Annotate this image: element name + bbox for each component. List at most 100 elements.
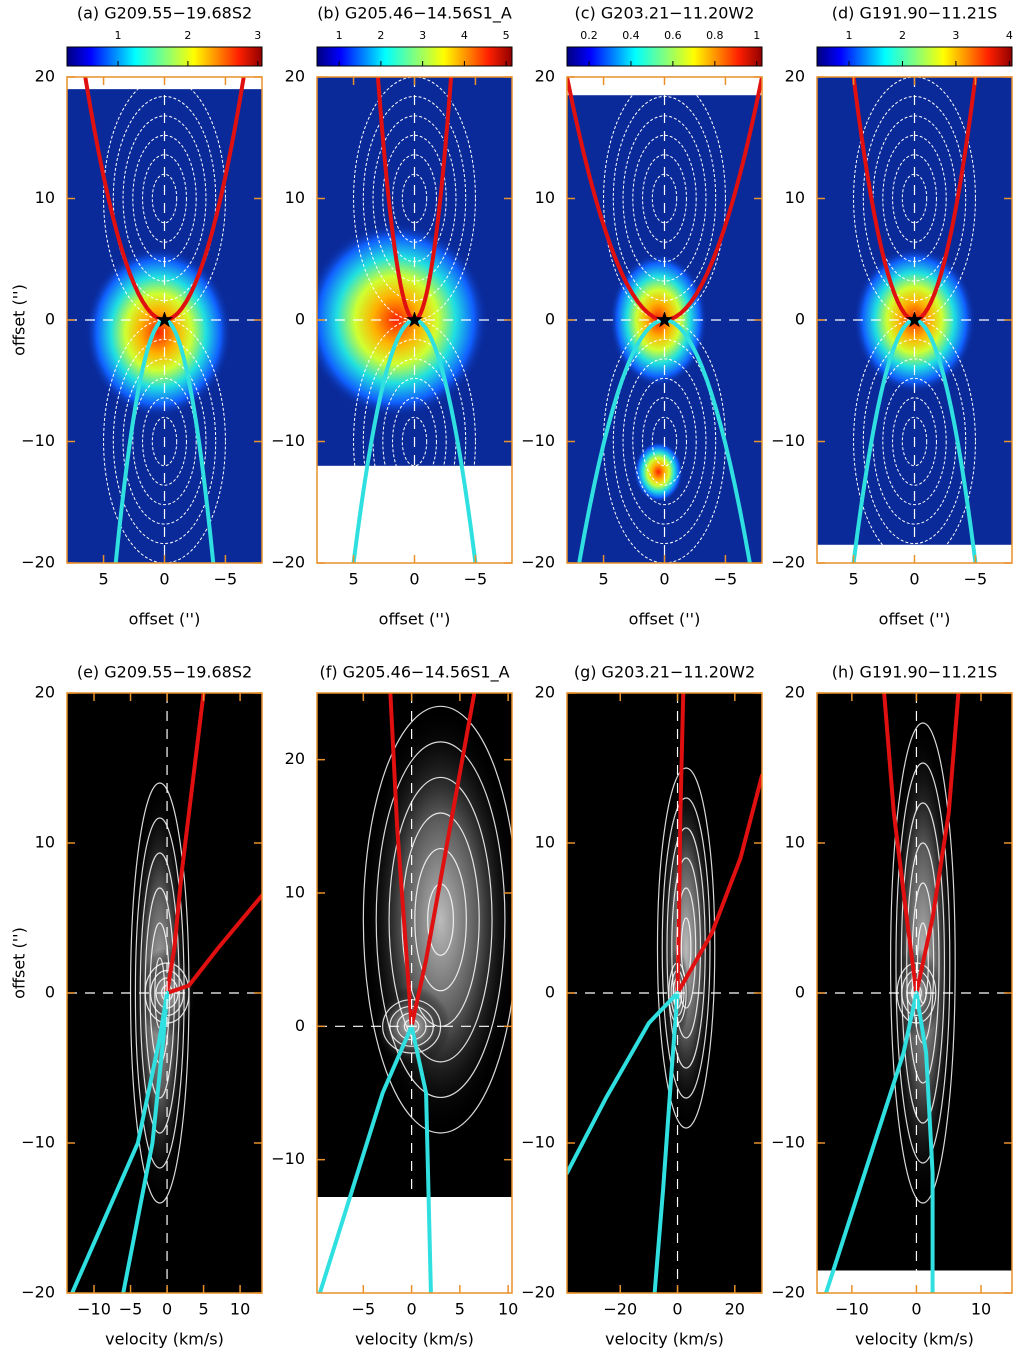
colorbar-tick-label: 0.8 (706, 29, 724, 42)
panel-title: (c) G203.21−11.20W2 (575, 4, 755, 23)
y-tick-label: −10 (271, 1149, 305, 1168)
x-axis-label: velocity (km/s) (105, 1330, 224, 1349)
y-tick-label: −20 (521, 1283, 555, 1302)
y-tick-label: 20 (785, 67, 805, 86)
panel-title: (g) G203.21−11.20W2 (574, 663, 755, 682)
y-tick-label: 20 (285, 749, 305, 768)
x-tick-label: −10 (77, 1300, 111, 1319)
colorbar-tick-label: 4 (1006, 29, 1013, 42)
y-tick-label: 0 (45, 983, 55, 1002)
x-tick-label: 5 (98, 570, 108, 589)
x-tick-label: 0 (407, 1300, 417, 1319)
colorbar (817, 47, 1012, 66)
x-tick-label: −10 (835, 1300, 869, 1319)
panel-title: (e) G209.55−19.68S2 (77, 663, 252, 682)
y-tick-label: −10 (771, 431, 805, 450)
x-axis-label: velocity (km/s) (355, 1330, 474, 1349)
x-tick-label: 0 (159, 570, 169, 589)
y-tick-label: 10 (285, 883, 305, 902)
panel-title: (b) G205.46−14.56S1_A (317, 4, 512, 24)
y-tick-label: −10 (21, 431, 55, 450)
y-tick-label: 0 (545, 310, 555, 329)
plot-area (817, 26, 1012, 614)
y-tick-label: 20 (35, 67, 55, 86)
y-tick-label: 10 (35, 188, 55, 207)
y-tick-label: −20 (271, 553, 305, 572)
plot-area (67, 693, 262, 1293)
x-tick-label: −5 (352, 1300, 376, 1319)
colorbar-tick-label: 1 (846, 29, 853, 42)
y-tick-label: 10 (35, 833, 55, 852)
colorbar-tick-label: 3 (254, 29, 261, 42)
figure: 50−5−20−1001020(a) G209.55−19.68S2offset… (0, 0, 1016, 1355)
y-tick-label: 20 (785, 683, 805, 702)
plot-area (567, 693, 762, 1293)
colorbar (317, 47, 512, 66)
colorbar-tick-label: 1 (115, 29, 122, 42)
x-tick-label: 5 (455, 1300, 465, 1319)
y-tick-label: 0 (545, 983, 555, 1002)
x-axis-label: offset ('') (379, 610, 451, 629)
colorbar-tick-label: 1 (753, 29, 760, 42)
colorbar-tick-label: 2 (899, 29, 906, 42)
y-tick-label: −20 (21, 553, 55, 572)
y-tick-label: −20 (771, 553, 805, 572)
colorbar-tick-label: 0.4 (622, 29, 640, 42)
x-tick-label: 5 (848, 570, 858, 589)
x-axis-label: velocity (km/s) (605, 1330, 724, 1349)
x-tick-label: 0 (659, 570, 669, 589)
y-tick-label: 0 (295, 310, 305, 329)
x-tick-label: 5 (198, 1300, 208, 1319)
x-tick-label: −5 (964, 570, 988, 589)
y-axis-label: offset ('') (10, 927, 29, 999)
panel-title: (h) G191.90−11.21S (832, 663, 997, 682)
y-tick-label: −20 (521, 553, 555, 572)
y-axis-label: offset ('') (10, 284, 29, 356)
x-tick-label: 5 (348, 570, 358, 589)
x-tick-label: 0 (911, 1300, 921, 1319)
plot-area (817, 693, 1012, 1293)
x-tick-label: 10 (230, 1300, 250, 1319)
y-tick-label: 0 (795, 983, 805, 1002)
x-tick-label: −5 (714, 570, 738, 589)
y-tick-label: 0 (45, 310, 55, 329)
x-tick-label: 10 (971, 1300, 991, 1319)
plot-area (317, 693, 518, 1293)
panel-title: (f) G205.46−14.56S1_A (319, 663, 509, 683)
y-tick-label: 0 (795, 310, 805, 329)
colorbar-tick-label: 4 (461, 29, 468, 42)
y-tick-label: −10 (521, 1133, 555, 1152)
y-tick-label: 10 (535, 833, 555, 852)
intensity-blob (85, 247, 231, 417)
x-tick-label: 10 (498, 1300, 518, 1319)
intensity-blob (634, 442, 683, 503)
colorbar-tick-label: 2 (377, 29, 384, 42)
x-axis-label: offset ('') (879, 610, 951, 629)
y-tick-label: −10 (21, 1133, 55, 1152)
colorbar-tick-label: 0.6 (664, 29, 682, 42)
x-tick-label: 20 (725, 1300, 745, 1319)
x-tick-label: −5 (464, 570, 488, 589)
x-axis-label: offset ('') (129, 610, 201, 629)
y-tick-label: −10 (771, 1133, 805, 1152)
colorbar (67, 47, 262, 66)
panel-title: (d) G191.90−11.21S (832, 4, 997, 23)
colorbar-tick-label: 3 (952, 29, 959, 42)
colorbar-tick-label: 3 (419, 29, 426, 42)
colorbar (567, 47, 762, 66)
x-axis-label: velocity (km/s) (855, 1330, 974, 1349)
colorbar-tick-label: 2 (184, 29, 191, 42)
y-tick-label: 10 (285, 188, 305, 207)
y-tick-label: 10 (785, 833, 805, 852)
intensity-blob (363, 706, 517, 1133)
plot-area (557, 26, 772, 614)
colorbar-tick-label: 0.2 (580, 29, 598, 42)
y-tick-label: −20 (771, 1283, 805, 1302)
y-tick-label: 0 (295, 1016, 305, 1035)
y-tick-label: 10 (535, 188, 555, 207)
plot-area (305, 26, 512, 614)
blank-region (817, 1271, 1012, 1294)
colorbar-tick-label: 1 (336, 29, 343, 42)
x-tick-label: 5 (598, 570, 608, 589)
y-tick-label: −10 (271, 431, 305, 450)
